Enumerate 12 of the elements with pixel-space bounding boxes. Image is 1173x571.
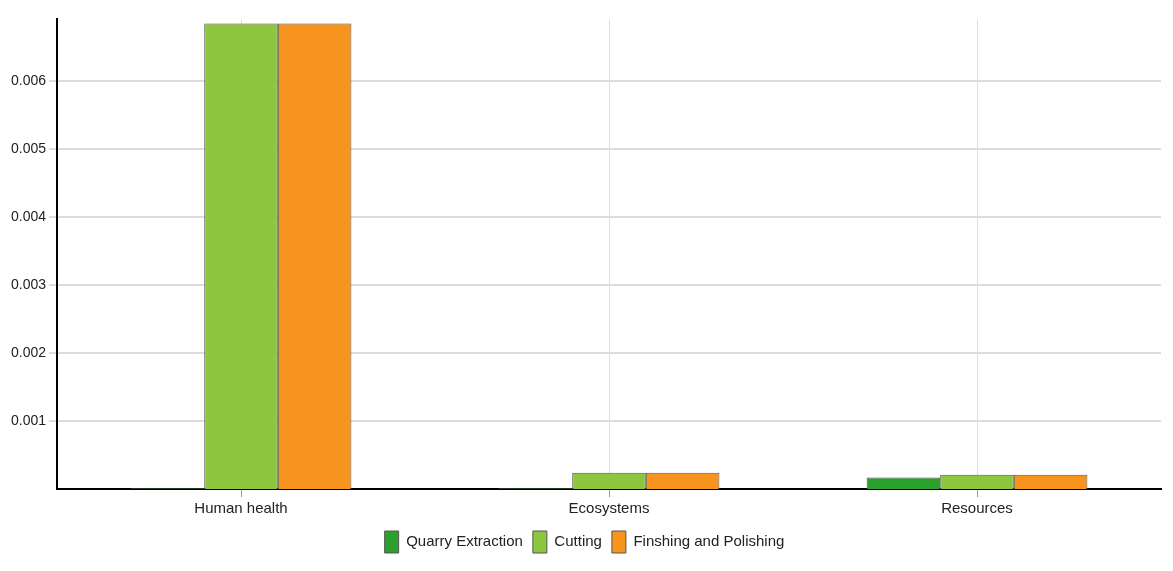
y-tick-label: 0.003 (10, 275, 47, 292)
x-tick-label: Human health (194, 499, 288, 517)
y-tick-label: 0.002 (10, 343, 47, 360)
y-tick-label: 0.006 (10, 71, 47, 88)
y-tick-label: 0.005 (10, 139, 47, 156)
legend-label: Cutting (554, 532, 602, 550)
legend-label: Quarry Extraction (406, 532, 523, 550)
legend-label: Finshing and Polishing (633, 532, 785, 550)
x-tick-label: Ecosystems (568, 499, 650, 517)
y-tick-label: 0.004 (10, 207, 47, 224)
y-tick-label: 0.001 (10, 411, 47, 428)
x-tick-label: Resources (941, 499, 1013, 517)
